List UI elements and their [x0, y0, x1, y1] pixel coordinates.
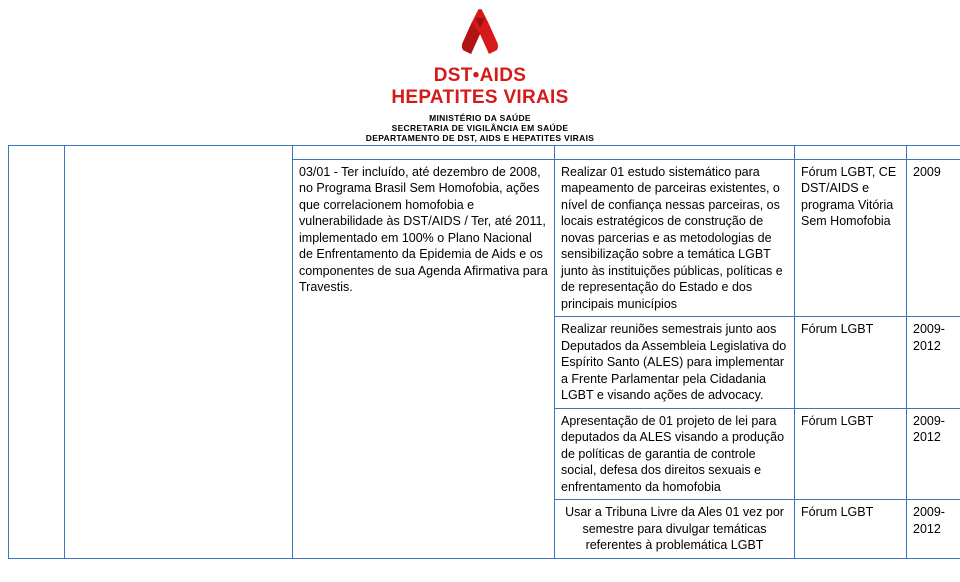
- cell-action: Apresentação de 01 projeto de lei para d…: [555, 408, 795, 500]
- cell-action: Usar a Tribuna Livre da Ales 01 vez por …: [555, 500, 795, 559]
- cell-responsible: Fórum LGBT: [795, 500, 907, 559]
- header-sub1: MINISTÉRIO DA SAÚDE: [0, 113, 960, 123]
- cell-empty: [555, 145, 795, 159]
- header-sub3: DEPARTAMENTO DE DST, AIDS E HEPATITES VI…: [0, 133, 960, 143]
- cell-responsible: Fórum LGBT, CE DST/AIDS e programa Vitór…: [795, 159, 907, 317]
- header-sub2: SECRETARIA DE VIGILÂNCIA EM SAÚDE: [0, 123, 960, 133]
- cell-empty: [293, 145, 555, 159]
- ribbon-logo: [459, 8, 501, 61]
- brand-hepatites: HEPATITES VIRAIS: [391, 87, 568, 108]
- data-table: 03/01 - Ter incluído, até dezembro de 20…: [8, 145, 960, 559]
- document-header: DST•AIDS HEPATITES VIRAIS MINISTÉRIO DA …: [0, 0, 960, 143]
- cell-action: Realizar reuniões semestrais junto aos D…: [555, 317, 795, 409]
- cell-empty: [795, 145, 907, 159]
- brand-aids: AIDS: [480, 65, 527, 86]
- brand-dst: DST: [434, 65, 473, 86]
- cell-period: 2009: [907, 159, 960, 317]
- brand-sep: •: [473, 65, 480, 86]
- table-row: [9, 145, 960, 159]
- cell-period: 2009-2012: [907, 408, 960, 500]
- cell-col-b: [65, 145, 293, 558]
- cell-period: 2009-2012: [907, 500, 960, 559]
- cell-empty: [907, 145, 960, 159]
- cell-objective: 03/01 - Ter incluído, até dezembro de 20…: [293, 159, 555, 558]
- brand-title: DST•AIDS HEPATITES VIRAIS: [0, 65, 960, 109]
- cell-period: 2009-2012: [907, 317, 960, 409]
- cell-responsible: Fórum LGBT: [795, 408, 907, 500]
- cell-action: Realizar 01 estudo sistemático para mape…: [555, 159, 795, 317]
- cell-col-a: [9, 145, 65, 558]
- cell-responsible: Fórum LGBT: [795, 317, 907, 409]
